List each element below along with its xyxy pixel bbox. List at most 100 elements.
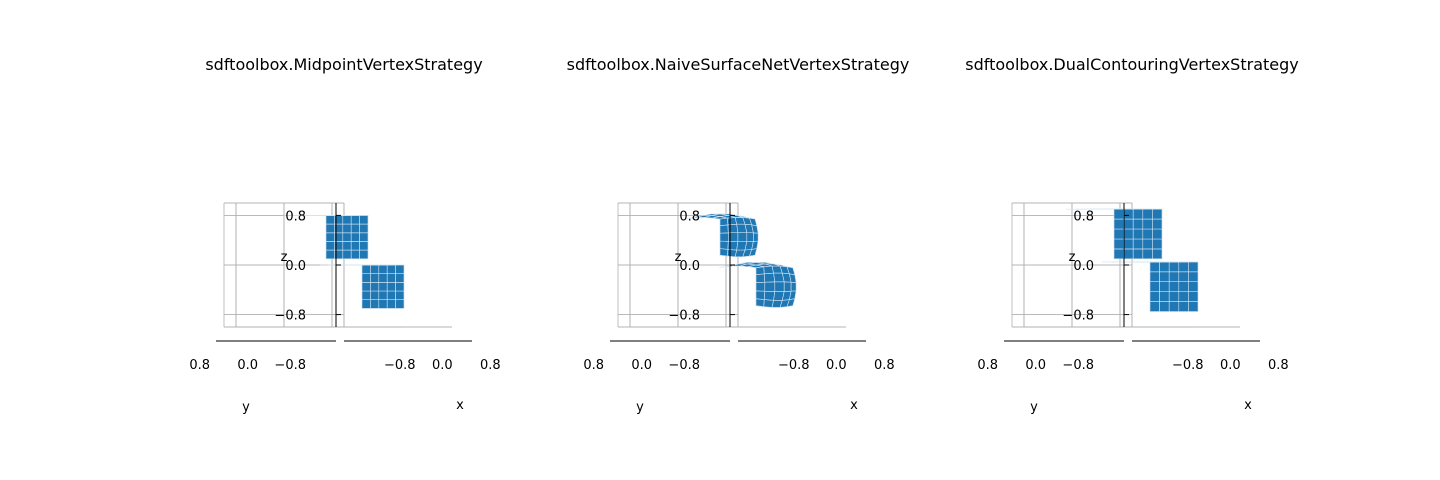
- mesh-face: [361, 282, 371, 292]
- mesh-face: [1188, 261, 1199, 273]
- mesh-face: [378, 282, 388, 292]
- mesh-face: [1149, 261, 1160, 273]
- mesh-face: [755, 298, 765, 308]
- y-tick-label: 0.8: [977, 358, 998, 373]
- surface-mesh: [1066, 208, 1199, 312]
- mesh-face: [350, 223, 360, 234]
- x-axis-label: x: [456, 398, 464, 413]
- mesh-face: [350, 241, 360, 251]
- mesh-face: [790, 281, 797, 292]
- mesh-face: [727, 241, 739, 251]
- mesh-face: [359, 232, 369, 242]
- z-tick-label: 0.8: [1073, 209, 1094, 224]
- mesh-face: [386, 282, 396, 292]
- y-tick-label: −0.8: [1062, 358, 1094, 373]
- mesh-face: [755, 290, 766, 300]
- y-axis-label: y: [242, 400, 250, 415]
- x-tick-label: 0.8: [874, 358, 895, 373]
- mesh-face: [719, 232, 729, 242]
- z-tick-label: −0.8: [1062, 309, 1094, 324]
- mesh-face: [1123, 218, 1134, 230]
- mesh-face: [748, 264, 764, 269]
- mesh-face: [1188, 281, 1199, 293]
- mesh-face: [325, 232, 335, 242]
- z-tick-label: 0.0: [1073, 259, 1094, 274]
- mesh-face: [1152, 208, 1163, 220]
- mesh-face: [1142, 218, 1153, 230]
- x-tick-label: −0.8: [384, 358, 416, 373]
- mesh-face: [1159, 291, 1170, 302]
- mesh-face: [342, 241, 352, 251]
- mesh-face: [350, 215, 360, 225]
- mesh-face: [1132, 248, 1144, 260]
- mesh-face: [1123, 228, 1134, 240]
- subplot-title: sdftoolbox.MidpointVertexStrategy: [205, 55, 482, 74]
- mesh-face: [1142, 208, 1153, 220]
- y-tick-label: −0.8: [274, 358, 306, 373]
- mesh-face: [342, 223, 352, 234]
- subplot-title: sdftoolbox.NaiveSurfaceNetVertexStrategy: [567, 55, 910, 74]
- mesh-face: [1178, 301, 1189, 312]
- y-tick-label: −0.8: [668, 358, 700, 373]
- mesh-face: [395, 264, 405, 275]
- mesh-face: [1142, 228, 1153, 240]
- mesh-face: [755, 266, 765, 276]
- mesh-face: [325, 223, 335, 234]
- mesh-face: [361, 273, 371, 283]
- mesh-face: [746, 232, 754, 243]
- mesh-face: [395, 282, 405, 292]
- mesh-face: [378, 273, 388, 283]
- mesh-face: [395, 290, 405, 301]
- mesh-face: [1178, 271, 1189, 283]
- z-tick-label: 0.0: [679, 259, 700, 274]
- x-tick-label: 0.0: [826, 358, 847, 373]
- mesh-face: [1178, 261, 1189, 273]
- x-tick-label: 0.8: [480, 358, 501, 373]
- mesh-face: [753, 232, 759, 242]
- subplot-midpoint: −0.8 0.8 −0.8 0.0 0.0 0.0 0.8 −0.8 0.8 z y x sdftool…: [189, 55, 500, 415]
- mesh-face: [727, 223, 739, 234]
- mesh-face: [395, 299, 405, 309]
- mesh-face: [1123, 238, 1134, 250]
- x-tick-label: 0.0: [432, 358, 453, 373]
- y-axis-label: y: [1030, 400, 1038, 415]
- x-tick-label: −0.8: [1172, 358, 1204, 373]
- mesh-face: [1123, 208, 1134, 220]
- mesh-face: [1113, 238, 1124, 250]
- mesh-face: [1132, 228, 1144, 240]
- mesh-face: [1113, 228, 1124, 240]
- mesh-face: [350, 249, 360, 260]
- mesh-face: [325, 249, 335, 260]
- x-axis-label: x: [850, 398, 858, 413]
- mesh-face: [359, 223, 369, 234]
- mesh-face: [359, 215, 369, 225]
- y-tick-label: 0.8: [583, 358, 604, 373]
- mesh-face: [755, 281, 766, 292]
- mesh-face: [763, 272, 776, 283]
- subplot-naive-surface-net: −0.8 0.8 −0.8 0.0 0.0 0.0 0.8 −0.8 0.8 z y x sdftool…: [567, 55, 910, 415]
- mesh-face: [1159, 301, 1170, 312]
- z-tick-label: −0.8: [668, 309, 700, 324]
- mesh-face: [763, 290, 776, 301]
- mesh-face: [370, 290, 380, 301]
- mesh-face: [1168, 271, 1180, 283]
- mesh-face: [370, 282, 380, 292]
- mesh-face: [1178, 281, 1189, 293]
- mesh-face: [1149, 291, 1160, 302]
- mesh-face: [764, 281, 776, 292]
- mesh-face: [1152, 228, 1163, 240]
- z-tick-label: −0.8: [274, 309, 306, 324]
- x-tick-label: 0.8: [1268, 358, 1289, 373]
- mesh-face: [1123, 248, 1134, 260]
- mesh-face: [1178, 291, 1189, 302]
- mesh-face: [1149, 271, 1160, 283]
- y-axis-label: y: [636, 400, 644, 415]
- mesh-face: [1168, 291, 1180, 302]
- z-tick-label: 0.0: [285, 259, 306, 274]
- mesh-face: [1168, 281, 1180, 293]
- mesh-face: [1132, 208, 1144, 220]
- z-axis-label: z: [281, 250, 288, 265]
- mesh-face: [361, 264, 371, 275]
- mesh-face: [1188, 291, 1199, 302]
